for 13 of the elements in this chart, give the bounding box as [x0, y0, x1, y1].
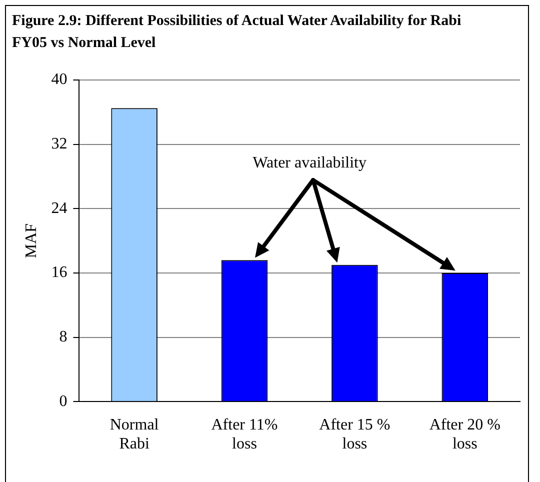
x-tick-label: After 20 % loss: [429, 416, 500, 453]
y-tick-label: 40: [51, 71, 68, 88]
x-tick-label: Normal Rabi: [110, 416, 160, 453]
x-tick-label: After 15 % loss: [319, 416, 390, 453]
chart-title: Figure 2.9: Different Possibilities of Actual Water Availability for Rabi FY05 vs Normal Level: [12, 12, 462, 53]
y-axis-title: MAF: [22, 223, 40, 258]
y-tick-label: 32: [51, 136, 68, 153]
y-tick-label: 0: [59, 392, 68, 410]
y-tick-label: 8: [59, 328, 68, 346]
y-tick-label: 24: [51, 200, 68, 217]
annotation: Water availability: [252, 154, 366, 172]
y-tick-label: 16: [51, 264, 68, 282]
x-tick-label: After 11% loss: [211, 416, 278, 453]
